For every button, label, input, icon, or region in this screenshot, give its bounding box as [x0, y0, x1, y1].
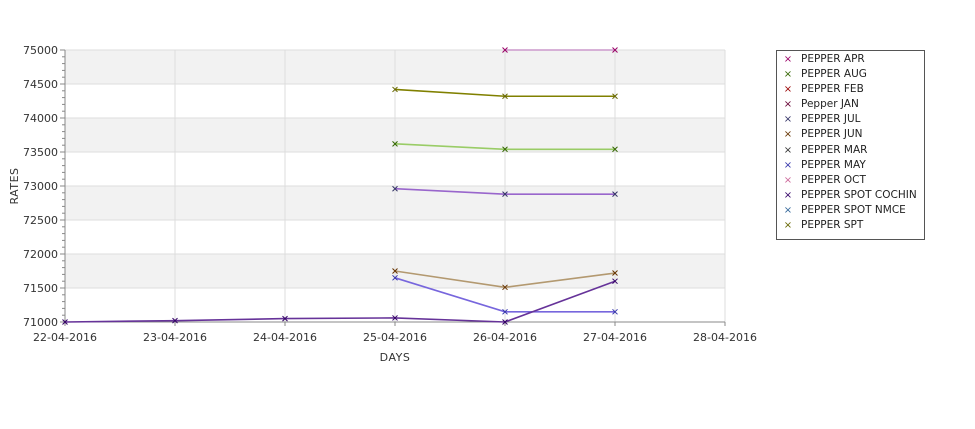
legend-label: PEPPER APR [801, 53, 865, 65]
y-tick-label: 72500 [23, 214, 58, 227]
legend-item: × PEPPER APR [777, 52, 924, 67]
legend-marker-icon: × [783, 114, 793, 126]
legend-label: PEPPER SPOT COCHIN [801, 188, 917, 201]
legend-marker-icon: × [783, 220, 793, 232]
x-tick-label: 22-04-2016 [33, 331, 97, 344]
data-point-marker [612, 278, 618, 285]
legend-item: × PEPPER SPT [777, 218, 924, 233]
data-point-marker [282, 315, 288, 322]
legend-item: × PEPPER SPOT COCHIN [777, 188, 924, 203]
data-point-marker [502, 284, 508, 291]
data-point-marker [502, 319, 508, 325]
legend-marker-icon: × [783, 69, 793, 81]
y-tick-label: 73000 [23, 180, 58, 193]
legend-item: × PEPPER JUL [777, 112, 924, 127]
y-tick-label: 72000 [23, 248, 58, 261]
x-tick-label: 25-04-2016 [363, 331, 427, 344]
data-point-marker [502, 308, 508, 315]
x-tick-label: 28-04-2016 [693, 331, 757, 344]
legend-marker-icon: × [783, 204, 793, 216]
series-line [64, 280, 616, 323]
data-point-marker [502, 191, 508, 198]
legend-label: PEPPER JUN [801, 128, 863, 141]
legend-label: PEPPER MAY [801, 158, 866, 171]
data-point-marker [172, 317, 178, 324]
legend-item: × PEPPER AUG [777, 67, 924, 82]
legend-item: × PEPPER MAY [777, 158, 924, 173]
x-tick-label: 26-04-2016 [473, 331, 537, 344]
chart-legend: × PEPPER APR × PEPPER AUG × PEPPER FEB × Pepper… [776, 50, 925, 240]
data-point-marker [612, 47, 618, 53]
legend-label: PEPPER AUG [801, 68, 867, 81]
legend-label: PEPPER OCT [801, 173, 866, 186]
data-point-marker [502, 47, 508, 53]
legend-label: PEPPER SPOT NMCE [801, 203, 906, 216]
legend-label: PEPPER FEB [801, 83, 864, 96]
y-tick-label: 71500 [23, 282, 58, 295]
x-axis-title: DAYS [380, 351, 411, 364]
legend-marker-icon: × [783, 129, 793, 141]
legend-marker-icon: × [783, 144, 793, 156]
data-point-marker [392, 185, 398, 192]
data-point-marker [392, 86, 398, 93]
legend-marker-icon: × [783, 174, 793, 186]
legend-marker-icon: × [783, 99, 793, 111]
data-point-marker [612, 93, 618, 100]
data-point-marker [392, 140, 398, 147]
legend-item: × PEPPER JUN [777, 127, 924, 142]
x-tick-label: 23-04-2016 [143, 331, 207, 344]
x-tick-label: 27-04-2016 [583, 331, 647, 344]
y-tick-label: 73500 [23, 146, 58, 159]
legend-marker-icon: × [783, 189, 793, 201]
legend-label: Pepper JAN [801, 98, 859, 111]
legend-marker-icon: × [783, 159, 793, 171]
legend-item: × Pepper JAN [777, 97, 924, 112]
data-point-marker [612, 308, 618, 315]
y-tick-label: 75000 [23, 44, 58, 57]
y-tick-label: 74500 [23, 78, 58, 91]
y-tick-label: 74000 [23, 112, 58, 125]
data-point-marker [392, 268, 398, 274]
data-point-marker [612, 191, 618, 198]
data-point-marker [392, 274, 398, 281]
legend-item: × PEPPER SPOT NMCE [777, 203, 924, 218]
y-axis-title: RATES [8, 167, 21, 204]
legend-label: PEPPER MAR [801, 143, 868, 156]
data-point-marker [62, 319, 68, 325]
legend-label: PEPPER SPT [801, 219, 864, 232]
y-tick-label: 71000 [23, 316, 58, 329]
legend-marker-icon: × [783, 84, 793, 96]
legend-item: × PEPPER OCT [777, 173, 924, 188]
data-point-marker [612, 146, 618, 153]
data-point-marker [392, 315, 398, 321]
legend-label: PEPPER JUL [801, 113, 861, 126]
legend-item: × PEPPER FEB [777, 82, 924, 97]
data-point-marker [612, 270, 618, 276]
data-point-marker [502, 146, 508, 153]
legend-item: × PEPPER MAR [777, 143, 924, 158]
legend-marker-icon: × [783, 54, 793, 65]
data-point-marker [502, 93, 508, 100]
x-tick-label: 24-04-2016 [253, 331, 317, 344]
